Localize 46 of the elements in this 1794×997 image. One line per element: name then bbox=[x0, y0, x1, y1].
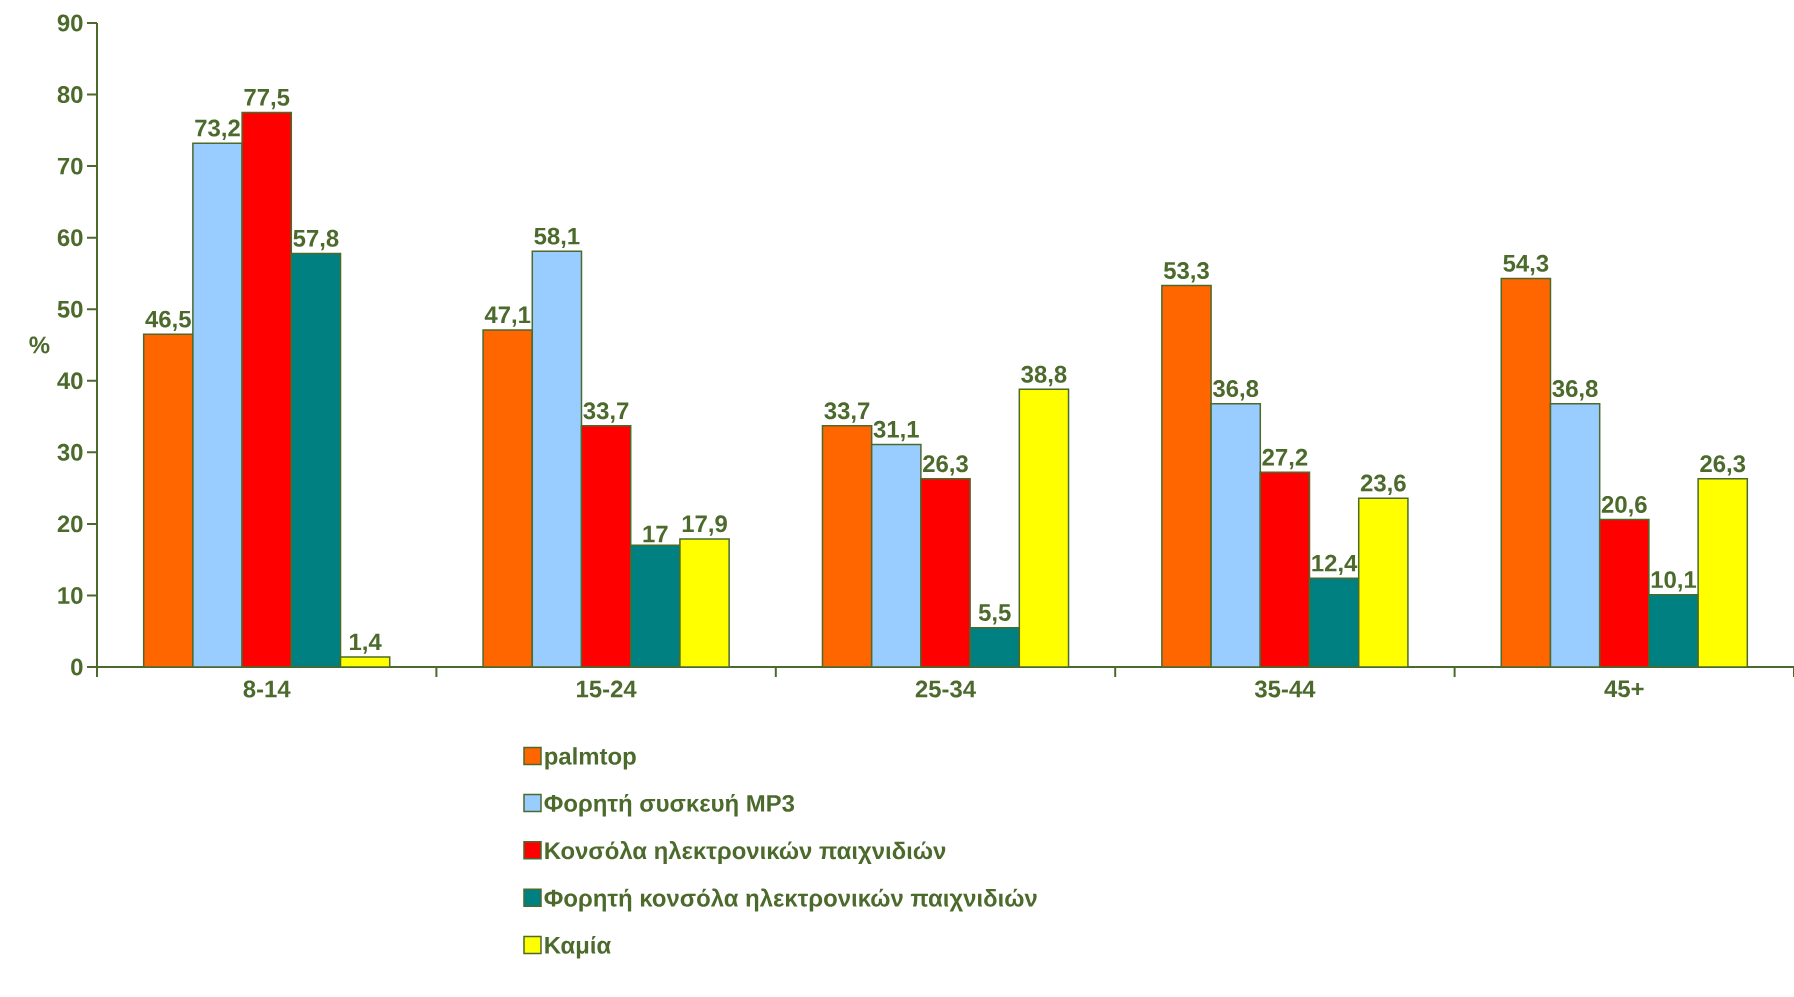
legend-label: Καμία bbox=[545, 935, 611, 959]
y-tick-label: 20 bbox=[57, 515, 83, 533]
data-label: 38,8 bbox=[1021, 365, 1067, 387]
x-tick-label: 25-34 bbox=[915, 680, 976, 698]
data-label: 5,5 bbox=[978, 604, 1011, 625]
data-label: 53,3 bbox=[1163, 262, 1209, 283]
data-label: 46,5 bbox=[145, 310, 191, 332]
data-label: 36,8 bbox=[1212, 380, 1259, 401]
data-label: 1,4 bbox=[350, 633, 382, 654]
x-tick-label: 8-14 bbox=[243, 680, 291, 698]
x-tick-label: 45+ bbox=[1604, 680, 1644, 698]
data-label: 73,2 bbox=[195, 119, 240, 141]
data-label: 26,3 bbox=[923, 455, 968, 476]
legend-label: Φορητή κονσόλα ηλεκτρονικών παιχνιδιών bbox=[544, 888, 1037, 912]
data-label: 54,3 bbox=[1503, 254, 1549, 276]
y-tick-label: 30 bbox=[57, 443, 83, 461]
y-axis-title: % bbox=[29, 336, 50, 354]
y-tick-label: 70 bbox=[57, 157, 83, 175]
data-label: 23,6 bbox=[1360, 474, 1406, 495]
data-label: 47,1 bbox=[484, 306, 531, 327]
y-tick-label: 50 bbox=[57, 300, 83, 318]
data-label: 17 bbox=[643, 525, 668, 543]
y-tick-label: 40 bbox=[57, 372, 83, 390]
y-tick-label: 0 bbox=[71, 658, 83, 676]
x-tick-label: 35-44 bbox=[1254, 680, 1316, 698]
data-label: 20,6 bbox=[1601, 496, 1647, 517]
data-label: 10,1 bbox=[1651, 571, 1697, 592]
x-tick-label: 15-24 bbox=[577, 680, 637, 698]
data-label: 77,5 bbox=[244, 89, 290, 110]
data-label: 27,2 bbox=[1262, 448, 1308, 470]
y-tick-label: 60 bbox=[57, 229, 83, 247]
legend-label: Φορητή συσκευή MP3 bbox=[544, 793, 795, 817]
data-label: 12,4 bbox=[1312, 554, 1358, 576]
y-tick-label: 10 bbox=[58, 586, 83, 604]
data-label: 26,3 bbox=[1700, 455, 1746, 476]
y-tick-label: 90 bbox=[57, 14, 83, 32]
legend-label: Κονσόλα ηλεκτρονικών παιχνιδιών bbox=[545, 841, 946, 864]
y-tick-label: 80 bbox=[57, 86, 83, 104]
data-label: 58,1 bbox=[534, 227, 580, 249]
data-label: 33,7 bbox=[824, 402, 870, 423]
data-label: 31,1 bbox=[873, 420, 919, 442]
data-label: 57,8 bbox=[293, 229, 339, 251]
legend-label: palmtop bbox=[545, 747, 636, 770]
data-label: 36,8 bbox=[1552, 380, 1598, 401]
data-label: 33,7 bbox=[583, 402, 629, 423]
data-label: 17,9 bbox=[682, 515, 727, 536]
